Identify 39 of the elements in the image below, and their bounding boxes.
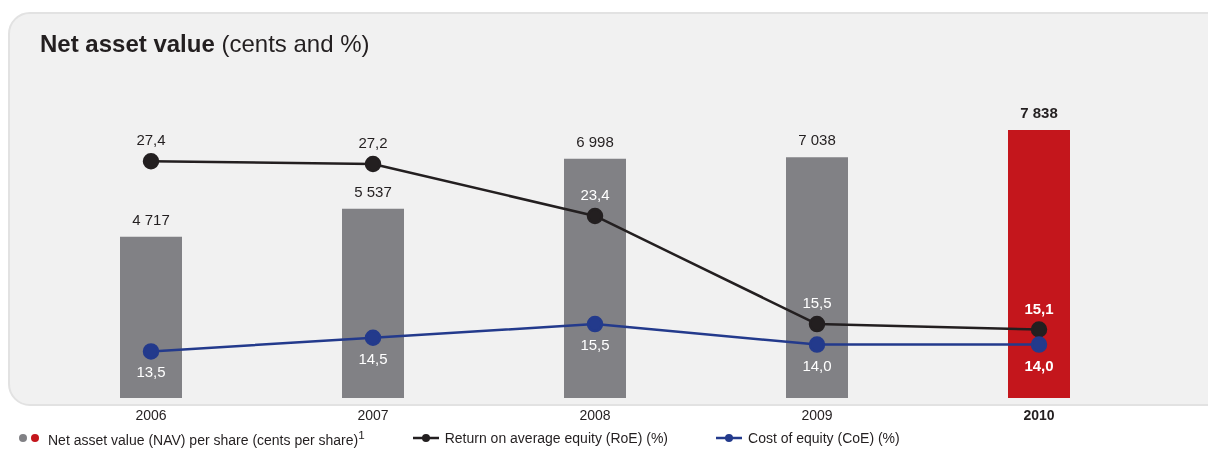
point bbox=[364, 155, 382, 173]
point bbox=[142, 343, 160, 360]
bar bbox=[1008, 129, 1070, 398]
x-tick-label: 2009 bbox=[801, 407, 833, 423]
point bbox=[142, 153, 160, 170]
legend-label: Return on average equity (RoE) (%) bbox=[444, 429, 669, 446]
data-label: 14,5 bbox=[358, 349, 388, 367]
data-label: 15,5 bbox=[802, 294, 832, 312]
data-label: 27,2 bbox=[358, 133, 388, 151]
data-label: 4 717 bbox=[132, 210, 170, 228]
point bbox=[808, 315, 826, 333]
data-label: 27,4 bbox=[136, 131, 166, 149]
legend-label: Net asset value (NAV) per share (cents per share)$^{1}$ bbox=[48, 428, 365, 448]
bar bbox=[786, 157, 848, 398]
point bbox=[364, 329, 382, 346]
x-tick-label: 2010 bbox=[1023, 407, 1055, 423]
point bbox=[1030, 336, 1048, 353]
legend-label: Cost of equity (CoE) (%) bbox=[748, 429, 900, 446]
data-label: 14,0 bbox=[802, 356, 832, 374]
point bbox=[808, 336, 826, 353]
point bbox=[586, 315, 604, 333]
data-label: 13,5 bbox=[136, 363, 166, 381]
data-label: 15,1 bbox=[1024, 299, 1054, 317]
point bbox=[1030, 321, 1048, 338]
data-label: 7 838 bbox=[1020, 103, 1058, 121]
x-tick-label: 2007 bbox=[357, 407, 389, 423]
point bbox=[586, 207, 604, 225]
bar bbox=[120, 236, 182, 398]
data-label: 7 038 bbox=[798, 131, 836, 149]
x-tick-label: 2008 bbox=[579, 407, 611, 423]
data-label: 14,0 bbox=[1024, 356, 1054, 374]
bar bbox=[564, 158, 626, 398]
x-tick-label: 2006 bbox=[135, 407, 167, 423]
chart-title: Net asset value (cents and %) bbox=[40, 30, 370, 58]
bar bbox=[342, 208, 404, 398]
data-label: 6 998 bbox=[576, 132, 614, 150]
data-label: 23,4 bbox=[580, 185, 610, 203]
data-label: 5 537 bbox=[354, 182, 392, 200]
data-label: 15,5 bbox=[580, 336, 610, 354]
